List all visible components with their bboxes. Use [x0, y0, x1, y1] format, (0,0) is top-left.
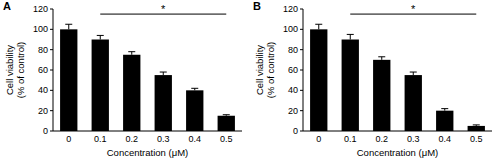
x-tick-label: 0.5 — [470, 134, 483, 144]
y-axis — [53, 9, 54, 131]
bar — [123, 55, 140, 131]
y-tick-label: 20 — [38, 106, 48, 116]
x-tick-label: 0 — [66, 134, 71, 144]
figure: A020406080100120Cell viability(% of cont… — [0, 0, 500, 159]
y-tick-label: 120 — [33, 4, 48, 14]
error-cap — [410, 72, 417, 73]
y-tick-label: 100 — [283, 24, 298, 34]
panel: B 0 20 40 60 80 100 120 Cell viability(% of cont… — [253, 0, 492, 158]
bar — [436, 111, 453, 131]
x-tick-label: 0.3 — [407, 134, 420, 144]
error-cap — [441, 108, 448, 109]
panel: A 0 20 40 60 80 100 120 Cell viability(% of cont… — [3, 0, 242, 158]
panel-label: B — [253, 0, 261, 12]
y-tick-label: 20 — [288, 106, 298, 116]
y-tick-label: 120 — [283, 4, 298, 14]
error-bar — [65, 24, 72, 29]
bar — [155, 75, 172, 131]
bar — [342, 40, 359, 132]
x-tick-label: 0.1 — [94, 134, 107, 144]
x-tick-label: 0.1 — [344, 134, 357, 144]
error-bar — [315, 24, 322, 29]
x-tick-label: 0 — [316, 134, 321, 144]
y-tick-label: 80 — [38, 45, 48, 55]
error-cap — [315, 24, 322, 25]
y-tick-label: 60 — [38, 65, 48, 75]
error-stem — [350, 34, 351, 39]
error-stem — [100, 35, 101, 39]
significance-mark: * — [411, 3, 416, 15]
error-bar — [97, 35, 104, 39]
error-cap — [97, 35, 104, 36]
y-tick-label: 40 — [288, 85, 298, 95]
error-cap — [223, 114, 230, 115]
y-axis-label: Cell viability — [254, 45, 265, 95]
y-tick-label: 40 — [38, 85, 48, 95]
error-bar — [378, 57, 385, 60]
error-bar — [473, 125, 480, 126]
y-tick-label: 0 — [43, 126, 48, 136]
x-axis-label: Concentration (μM) — [357, 147, 439, 158]
error-cap — [191, 88, 198, 89]
significance-mark: * — [161, 3, 166, 15]
bar — [373, 60, 390, 131]
error-stem — [68, 24, 69, 29]
y-axis-label: (% of control) — [265, 42, 276, 99]
error-bar — [223, 115, 230, 116]
bar — [218, 116, 235, 131]
error-stem — [318, 24, 319, 29]
error-bar — [191, 88, 198, 90]
x-tick-label: 0.4 — [438, 134, 451, 144]
x-tick-label: 0.2 — [125, 134, 138, 144]
bar — [92, 40, 109, 132]
y-tick-label: 80 — [288, 45, 298, 55]
error-bar — [128, 52, 135, 55]
x-tick-label: 0.5 — [220, 134, 233, 144]
bar — [468, 126, 485, 131]
x-axis-label: Concentration (μM) — [107, 147, 189, 158]
error-cap — [128, 51, 135, 52]
error-bar — [441, 109, 448, 111]
bar — [405, 75, 422, 131]
y-tick-label: 0 — [293, 126, 298, 136]
x-axis — [303, 131, 492, 132]
error-cap — [473, 124, 480, 125]
x-axis — [53, 131, 242, 132]
panel-label: A — [3, 0, 11, 12]
bars — [60, 24, 235, 131]
x-tick-label: 0.4 — [188, 134, 201, 144]
bar — [310, 29, 327, 131]
error-bar — [347, 34, 354, 39]
y-axis-label: (% of control) — [15, 42, 26, 99]
error-bar — [410, 72, 417, 75]
bar — [60, 29, 77, 131]
bars — [310, 24, 485, 131]
x-tick-label: 0.2 — [375, 134, 388, 144]
y-axis — [303, 9, 304, 131]
error-cap — [347, 34, 354, 35]
error-bar — [160, 72, 167, 75]
error-cap — [160, 72, 167, 73]
bar — [186, 90, 203, 131]
y-axis-label: Cell viability — [4, 45, 15, 95]
error-cap — [378, 56, 385, 57]
error-cap — [65, 24, 72, 25]
x-tick-label: 0.3 — [157, 134, 170, 144]
y-tick-label: 100 — [33, 24, 48, 34]
y-tick-label: 60 — [288, 65, 298, 75]
